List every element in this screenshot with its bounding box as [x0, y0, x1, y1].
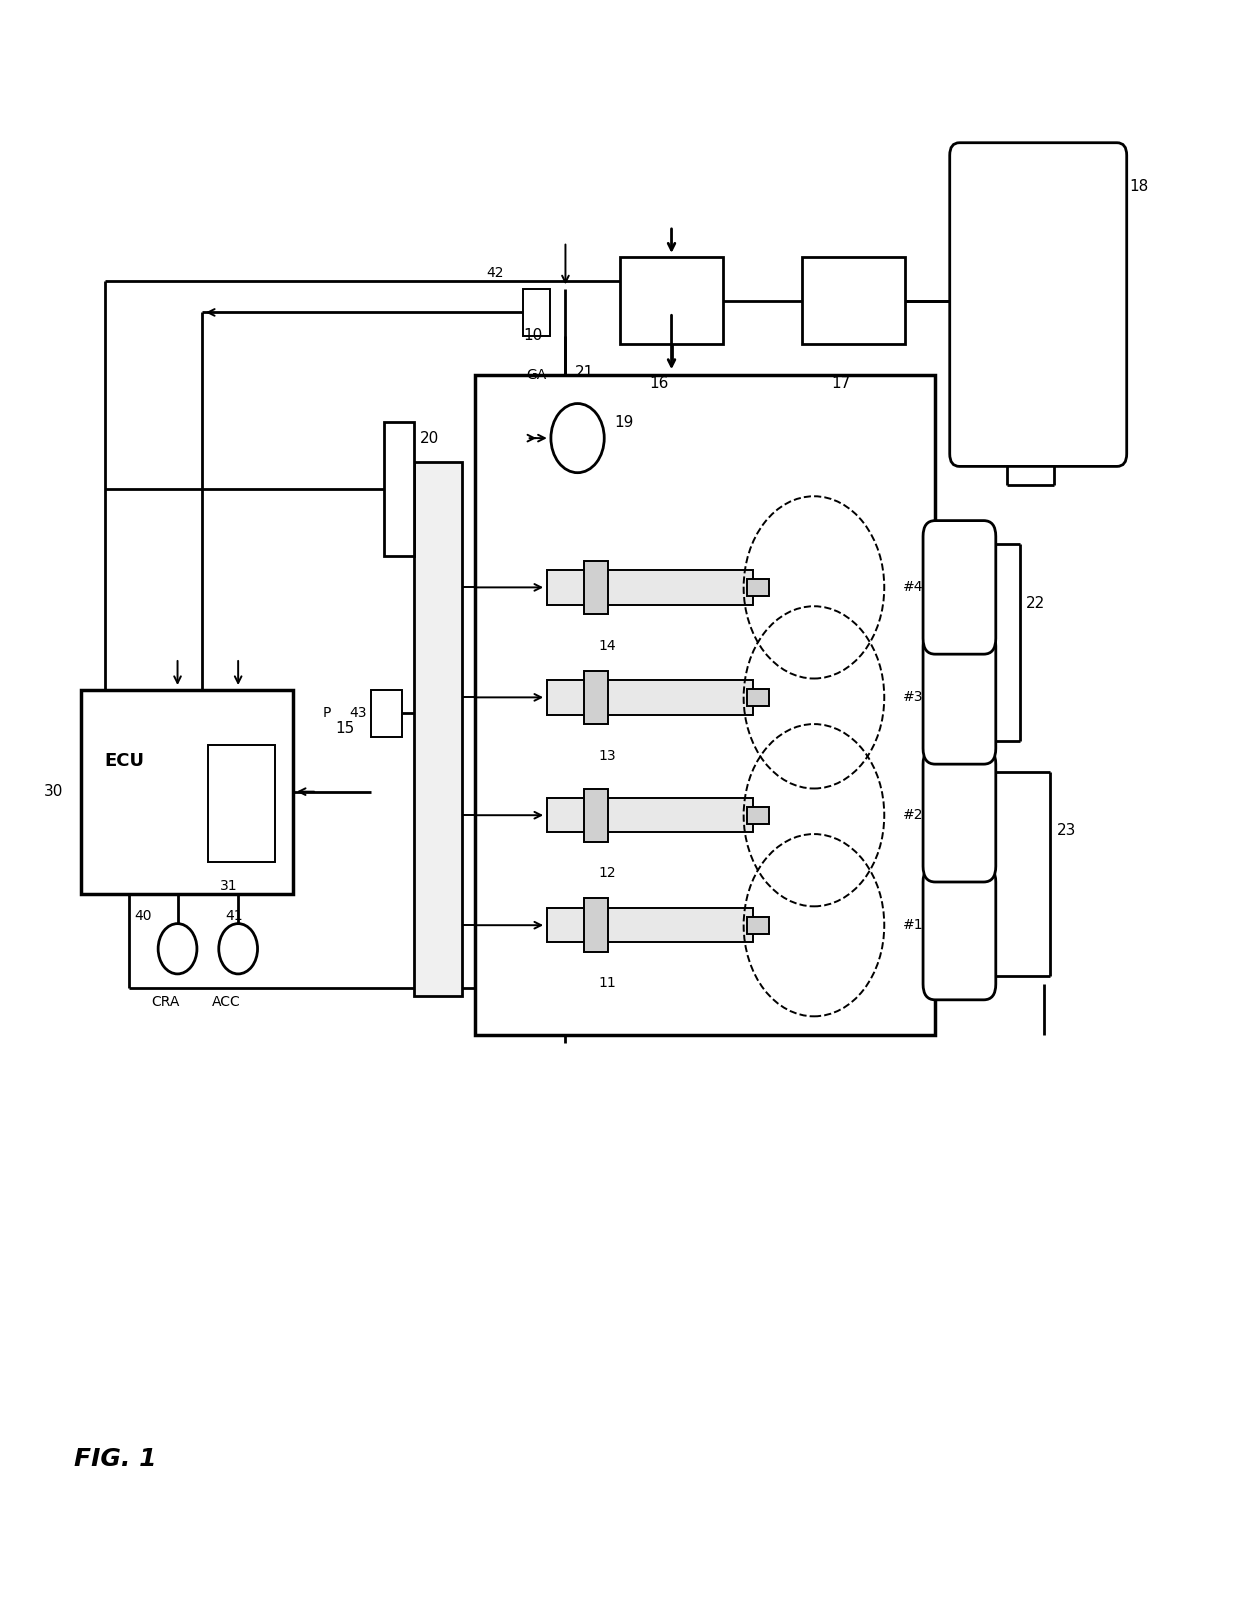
Text: 12: 12 [599, 867, 616, 881]
Text: #3: #3 [903, 691, 923, 705]
Bar [414, 462, 463, 996]
Bar [584, 561, 608, 614]
Text: 13: 13 [599, 748, 616, 763]
Bar [523, 289, 549, 336]
Text: 40: 40 [134, 908, 151, 923]
Bar [547, 798, 754, 833]
Bar [802, 257, 905, 344]
Bar [584, 899, 608, 951]
Text: CRA: CRA [151, 995, 180, 1009]
FancyBboxPatch shape [923, 521, 996, 654]
FancyBboxPatch shape [923, 630, 996, 764]
Text: 14: 14 [599, 638, 616, 652]
Bar [748, 916, 769, 934]
Text: 10: 10 [523, 328, 542, 344]
Text: #4: #4 [903, 580, 923, 595]
Bar [748, 689, 769, 707]
Text: 17: 17 [832, 376, 851, 390]
Bar [547, 571, 754, 604]
Text: 11: 11 [599, 977, 616, 990]
Text: ECU: ECU [105, 752, 145, 771]
Text: 18: 18 [1130, 179, 1148, 193]
Bar [372, 689, 402, 737]
Bar [547, 908, 754, 942]
Text: 15: 15 [335, 721, 355, 736]
Text: 23: 23 [1056, 823, 1076, 838]
Text: 16: 16 [650, 376, 670, 390]
Bar [547, 680, 754, 715]
Text: 41: 41 [224, 908, 243, 923]
FancyBboxPatch shape [950, 142, 1127, 467]
Bar [584, 670, 608, 724]
Text: P: P [322, 707, 331, 720]
Text: 20: 20 [420, 430, 439, 446]
Text: GA: GA [526, 368, 547, 382]
Bar [475, 376, 935, 1035]
Bar [620, 257, 723, 344]
Bar [584, 788, 608, 843]
Bar [748, 579, 769, 596]
Text: 43: 43 [350, 707, 367, 720]
FancyBboxPatch shape [923, 867, 996, 999]
Text: 22: 22 [1025, 595, 1045, 611]
Text: 30: 30 [45, 784, 63, 800]
Text: 31: 31 [219, 879, 238, 892]
Text: #2: #2 [903, 807, 923, 822]
Bar [208, 745, 274, 862]
Bar [748, 806, 769, 823]
FancyBboxPatch shape [923, 748, 996, 883]
Text: 21: 21 [575, 365, 594, 379]
Text: ACC: ACC [212, 995, 241, 1009]
Text: 42: 42 [486, 265, 505, 280]
Text: FIG. 1: FIG. 1 [74, 1447, 157, 1471]
Bar [81, 689, 293, 894]
Text: #1: #1 [903, 918, 923, 932]
Text: 19: 19 [614, 414, 634, 430]
Bar [383, 422, 414, 556]
